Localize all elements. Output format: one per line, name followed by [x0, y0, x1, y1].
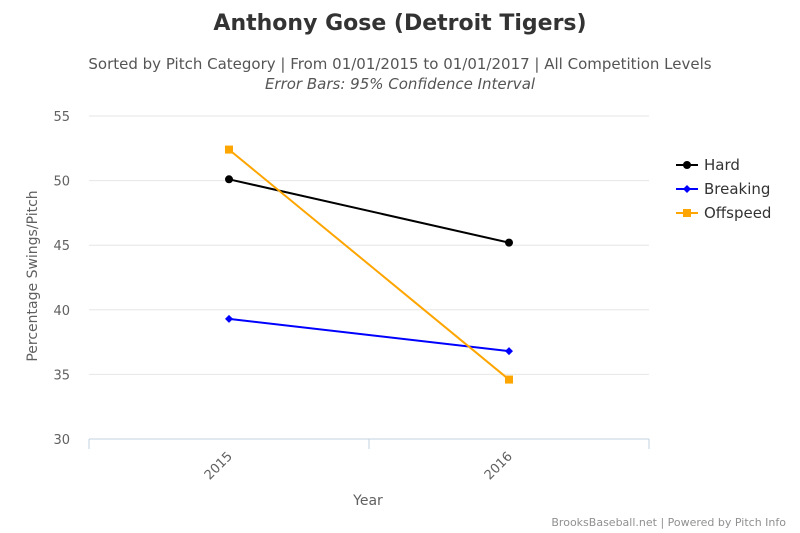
- series-offspeed: [225, 145, 513, 384]
- series-line-breaking: [228, 317, 510, 353]
- x-tick-label: 2015: [202, 449, 236, 483]
- series-line-hard: [228, 178, 510, 244]
- data-point-offspeed: [225, 145, 233, 154]
- x-axis-title: Year: [352, 493, 383, 509]
- y-tick-label: 40: [53, 304, 70, 319]
- data-point-hard: [505, 238, 513, 247]
- y-tick-label: 30: [53, 433, 70, 448]
- chart-subtitle-error-bars: Error Bars: 95% Confidence Interval: [265, 75, 536, 93]
- series-breaking: [225, 314, 513, 356]
- series-line-offspeed: [228, 148, 510, 381]
- legend-label-breaking: Breaking: [704, 180, 770, 198]
- y-axis-title: Percentage Swings/Pitch: [25, 190, 41, 361]
- y-tick-label: 45: [53, 239, 70, 254]
- legend-marker-breaking: [683, 185, 691, 193]
- legend-marker-offspeed: [683, 209, 691, 217]
- credits[interactable]: BrooksBaseball.net | Powered by Pitch In…: [551, 516, 786, 529]
- y-tick-label: 50: [53, 175, 70, 190]
- y-tick-label: 55: [53, 110, 70, 125]
- y-tick-label: 35: [53, 368, 70, 383]
- data-point-hard: [225, 175, 233, 184]
- legend-item-breaking[interactable]: Breaking: [676, 180, 770, 198]
- legend: Hard Breaking Offspeed: [676, 156, 771, 222]
- data-point-offspeed: [505, 375, 513, 384]
- grid-lines: [89, 115, 649, 375]
- series-group: [225, 145, 513, 384]
- legend-label-hard: Hard: [704, 156, 740, 174]
- x-axis: 2015 2016: [88, 438, 650, 483]
- x-tick-label: 2016: [482, 449, 516, 483]
- y-axis-ticks: 30 35 40 45 50 55: [53, 110, 70, 448]
- data-point-breaking: [505, 347, 513, 356]
- series-hard: [225, 175, 513, 247]
- legend-marker-hard: [683, 161, 691, 169]
- data-point-breaking: [225, 314, 233, 323]
- legend-item-hard[interactable]: Hard: [676, 156, 740, 174]
- legend-label-offspeed: Offspeed: [704, 204, 771, 222]
- chart-subtitle: Sorted by Pitch Category | From 01/01/20…: [88, 55, 711, 73]
- chart-title: Anthony Gose (Detroit Tigers): [213, 11, 586, 36]
- legend-item-offspeed[interactable]: Offspeed: [676, 204, 771, 222]
